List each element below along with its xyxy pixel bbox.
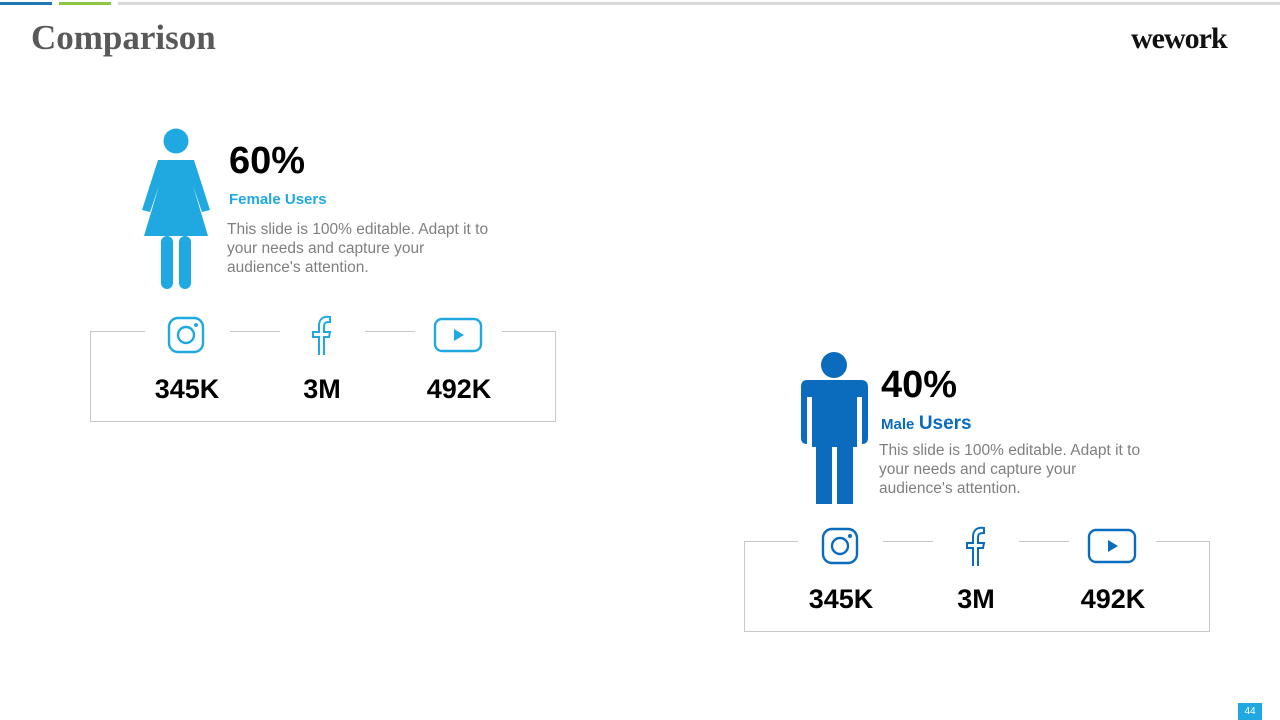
male-percentage: 40%	[881, 364, 958, 406]
female-description: This slide is 100% editable. Adapt it to…	[227, 221, 489, 276]
male-label-suffix: Users	[918, 413, 972, 434]
male-stats-box	[744, 541, 1210, 632]
female-figure-icon	[142, 128, 210, 289]
facebook-icon[interactable]	[951, 526, 1001, 566]
female-box-top-line	[90, 331, 145, 332]
female-box-top-line	[230, 331, 280, 332]
male-label-prefix: Male	[881, 416, 915, 433]
male-box-top-line	[883, 541, 933, 542]
male-box-top-line	[1156, 541, 1210, 542]
female-users-label: Female Users	[229, 191, 327, 208]
top-bar-green	[59, 2, 111, 5]
female-box-top-line	[365, 331, 415, 332]
page-number: 44	[1238, 703, 1262, 720]
top-bar-gray	[118, 2, 1280, 5]
male-facebook-count: 3M	[957, 584, 995, 614]
female-youtube-count: 492K	[426, 374, 492, 404]
male-instagram-count: 345K	[808, 584, 874, 614]
female-stats-box	[90, 331, 556, 422]
instagram-icon[interactable]	[161, 315, 211, 355]
wework-logo: wework	[1131, 22, 1228, 55]
female-facebook-count: 3M	[303, 374, 341, 404]
youtube-icon[interactable]	[433, 315, 483, 355]
instagram-icon[interactable]	[815, 526, 865, 566]
female-percentage: 60%	[229, 140, 306, 182]
male-youtube-count: 492K	[1080, 584, 1146, 614]
top-bar-blue	[0, 2, 52, 5]
youtube-icon[interactable]	[1087, 526, 1137, 566]
female-box-top-line	[502, 331, 556, 332]
male-box-top-line	[744, 541, 798, 542]
male-box-top-line	[1019, 541, 1069, 542]
male-users-label: Male Users	[881, 413, 972, 435]
male-figure-icon	[801, 352, 868, 504]
facebook-icon[interactable]	[297, 315, 347, 355]
page-title: Comparison	[31, 18, 216, 57]
male-description: This slide is 100% editable. Adapt it to…	[879, 442, 1141, 497]
female-instagram-count: 345K	[154, 374, 220, 404]
